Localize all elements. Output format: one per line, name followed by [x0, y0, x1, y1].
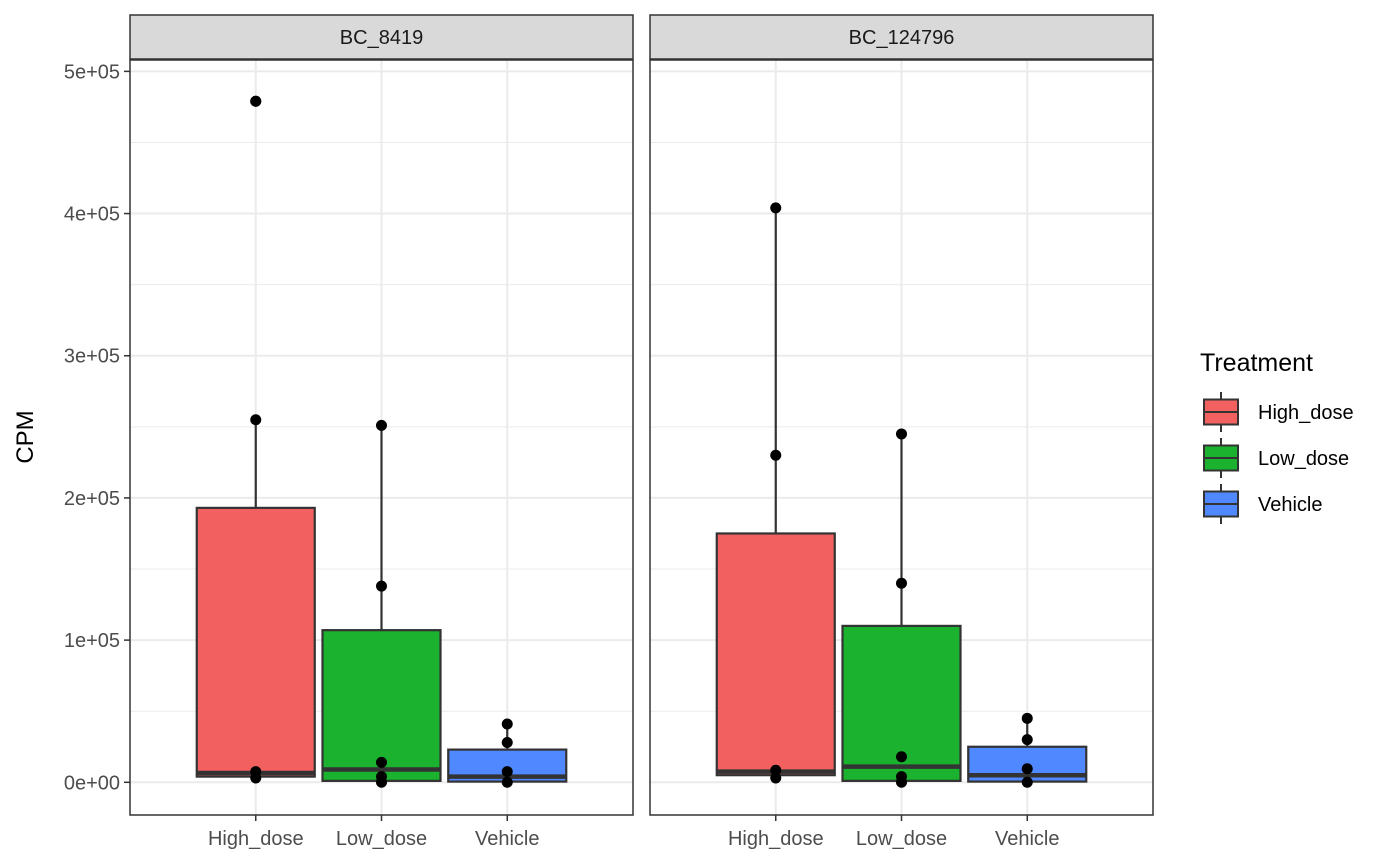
- legend: Treatment High_dose Low_dose Vehicle: [1200, 349, 1354, 524]
- data-point: [1021, 734, 1033, 746]
- data-point: [1021, 712, 1033, 724]
- y-tick-label: 0e+00: [64, 772, 120, 794]
- legend-entry-low-dose: Low_dose: [1203, 438, 1349, 478]
- data-point: [770, 449, 782, 461]
- facet-panel-bc-8419: BC_8419 High_dose Low_dose Vehicle: [129, 14, 634, 850]
- legend-label: Low_dose: [1258, 448, 1349, 470]
- box-high-dose: [715, 202, 836, 784]
- x-tick-label: Low_dose: [336, 828, 427, 850]
- x-tick-label: High_dose: [208, 828, 304, 850]
- data-point: [770, 764, 782, 776]
- box-high-dose: [195, 95, 316, 784]
- data-point: [250, 414, 262, 426]
- x-tick-label: High_dose: [728, 828, 824, 850]
- data-point: [501, 766, 513, 778]
- x-tick-label: Low_dose: [856, 828, 947, 850]
- x-tick-label: Vehicle: [995, 828, 1060, 850]
- data-point: [1021, 763, 1033, 775]
- legend-title: Treatment: [1200, 349, 1313, 377]
- facet-strip: [129, 14, 634, 60]
- data-point: [1021, 776, 1033, 788]
- data-point: [376, 776, 387, 788]
- y-tick-label: 2e+05: [64, 488, 120, 510]
- data-point: [376, 756, 387, 768]
- y-axis: 0e+00 1e+05 2e+05 3e+05 4e+05 5e+05: [64, 61, 130, 794]
- x-tick-label: Vehicle: [475, 828, 540, 850]
- facet-panel-bc-124796: BC_124796 High_dose Low_dose Vehicle: [649, 14, 1154, 850]
- data-point: [770, 202, 782, 214]
- data-point: [896, 776, 907, 788]
- y-tick-label: 1e+05: [64, 630, 120, 652]
- data-point: [501, 776, 513, 788]
- y-tick-label: 4e+05: [64, 204, 120, 226]
- box-low-dose: [841, 428, 962, 788]
- y-tick-label: 3e+05: [64, 346, 120, 368]
- data-point: [501, 736, 513, 748]
- legend-entry-high-dose: High_dose: [1203, 392, 1354, 432]
- box-low-dose: [321, 419, 442, 788]
- legend-label: High_dose: [1258, 402, 1354, 424]
- legend-label: Vehicle: [1258, 494, 1323, 516]
- data-point: [376, 580, 387, 592]
- data-point: [896, 428, 907, 440]
- y-axis-title: CPM: [12, 410, 39, 463]
- facet-strip-label: BC_124796: [849, 27, 955, 49]
- box-body: [195, 506, 316, 778]
- data-point: [501, 718, 513, 730]
- data-point: [250, 95, 262, 107]
- box-vehicle: [967, 712, 1088, 788]
- data-point: [376, 419, 387, 431]
- box-vehicle: [447, 718, 568, 788]
- legend-entry-vehicle: Vehicle: [1203, 484, 1323, 524]
- data-point: [250, 772, 262, 784]
- data-point: [896, 751, 907, 763]
- data-point: [896, 577, 907, 589]
- box-body: [715, 532, 836, 777]
- facet-strip: [649, 14, 1154, 60]
- data-point: [770, 772, 782, 784]
- facet-strip-label: BC_8419: [340, 27, 423, 49]
- y-tick-label: 5e+05: [64, 61, 120, 83]
